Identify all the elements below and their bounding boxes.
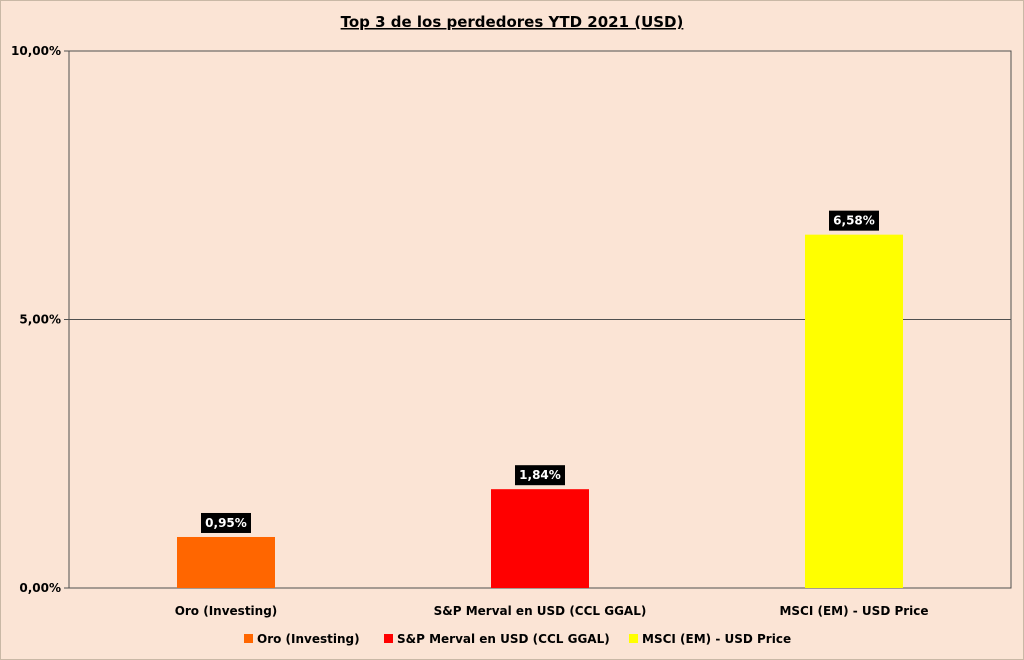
legend-swatch-1 [384, 634, 393, 643]
bar-2 [805, 234, 903, 589]
y-tick-label-0: 0,00% [19, 581, 61, 595]
data-label-bg-1 [515, 465, 565, 486]
chart-title: Top 3 de los perdedores YTD 2021 (USD) [341, 13, 684, 31]
legend-label-1: S&P Merval en USD (CCL GGAL) [397, 632, 610, 646]
data-label-2: 6,58% [833, 214, 875, 228]
x-tick-label-1: S&P Merval en USD (CCL GGAL) [434, 604, 647, 618]
legend-swatch-0 [244, 634, 253, 643]
data-label-bg-2 [829, 210, 879, 231]
data-label-bg-0 [201, 512, 251, 533]
legend-swatch-2 [629, 634, 638, 643]
data-label-1: 1,84% [519, 468, 561, 482]
y-tick-label-1: 5,00% [19, 313, 61, 327]
legend-label-0: Oro (Investing) [257, 632, 360, 646]
bar-0 [177, 536, 275, 588]
x-tick-label-2: MSCI (EM) - USD Price [779, 604, 928, 618]
legend-label-2: MSCI (EM) - USD Price [642, 632, 791, 646]
bar-1 [491, 489, 589, 588]
data-label-0: 0,95% [205, 516, 247, 530]
y-tick-label-2: 10,00% [11, 44, 61, 58]
x-tick-label-0: Oro (Investing) [175, 604, 278, 618]
